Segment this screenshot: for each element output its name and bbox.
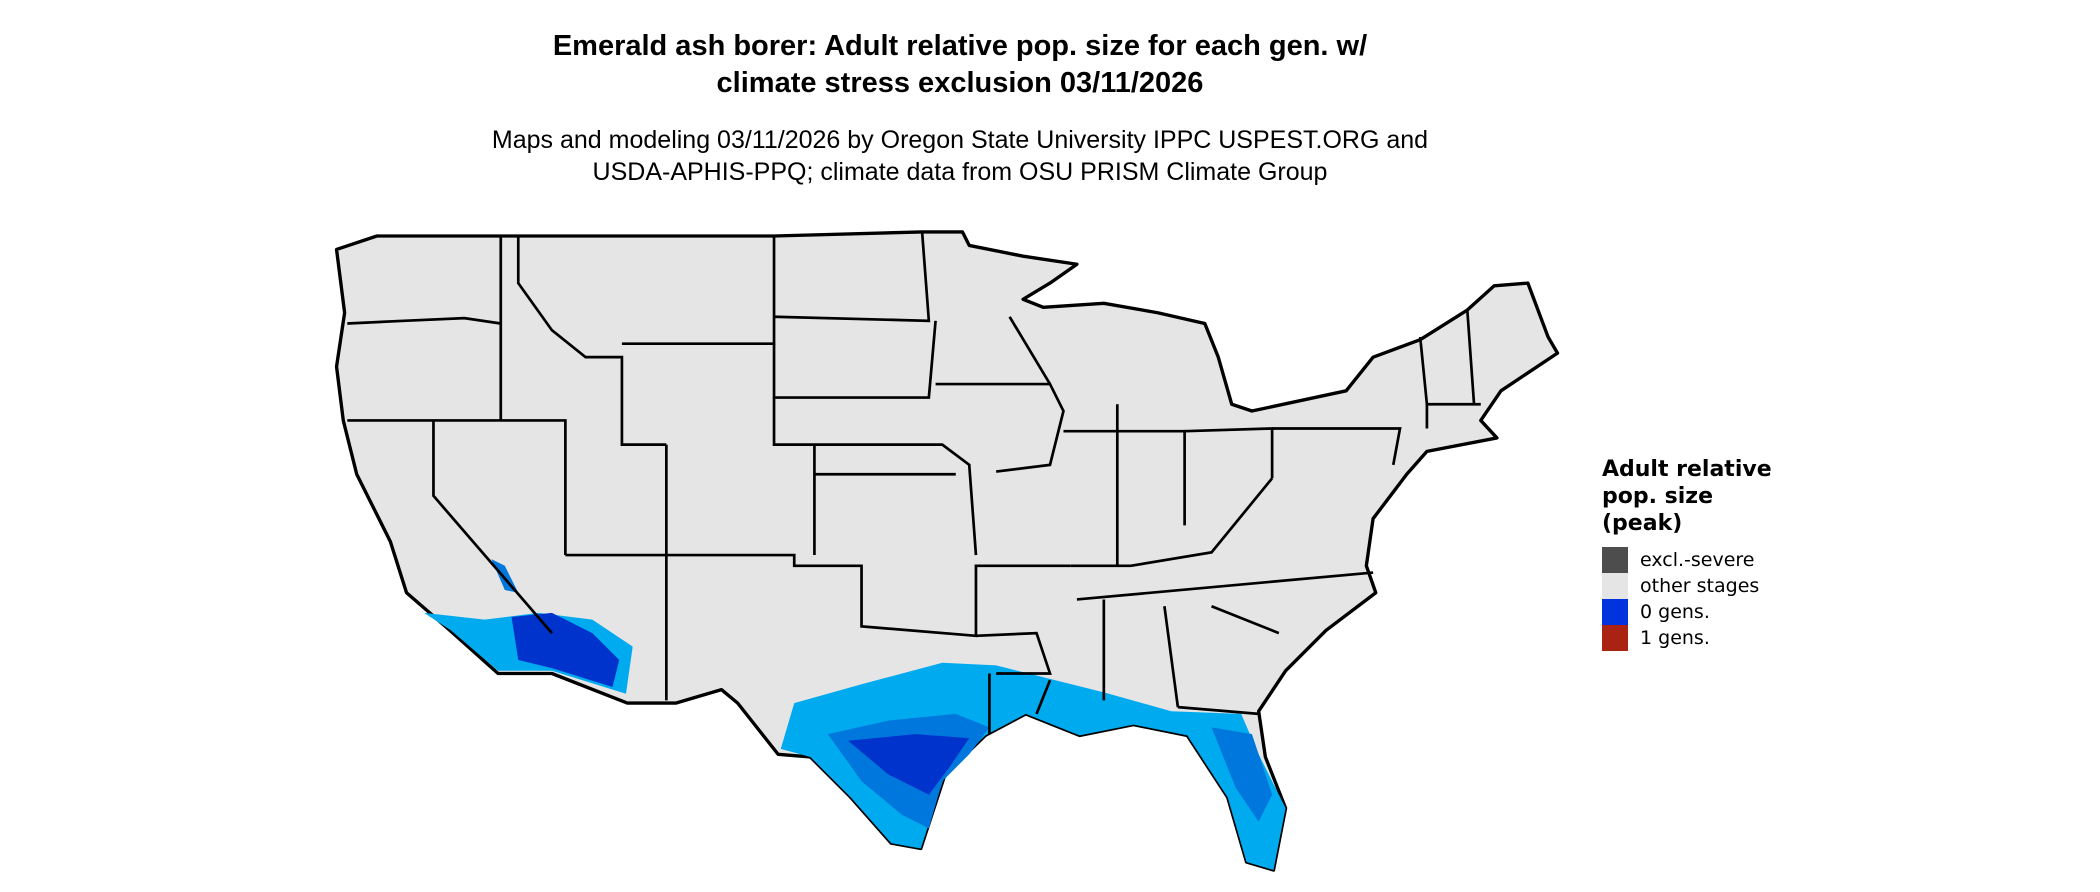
title-line-1: Emerald ash borer: Adult relative pop. s… — [552, 30, 1368, 62]
legend-swatch — [1602, 599, 1628, 625]
legend-item-excl-severe: excl.-severe — [1602, 547, 1802, 573]
state-borders — [347, 231, 1481, 735]
legend-title: Adult relative pop. size (peak) — [1602, 456, 1802, 537]
legend-label: other stages — [1640, 575, 1760, 597]
legend-title-line-1: Adult relative — [1602, 457, 1772, 482]
legend-label: 1 gens. — [1640, 627, 1710, 649]
conus-land — [334, 230, 1560, 872]
map-subtitle: Maps and modeling 03/11/2026 by Oregon S… — [0, 124, 1920, 188]
legend-swatch — [1602, 625, 1628, 651]
subtitle-line-2: USDA-APHIS-PPQ; climate data from OSU PR… — [592, 158, 1328, 186]
map-title: Emerald ash borer: Adult relative pop. s… — [0, 28, 1920, 102]
subtitle-line-1: Maps and modeling 03/11/2026 by Oregon S… — [491, 126, 1429, 154]
legend-swatch — [1602, 573, 1628, 599]
legend-title-line-2: pop. size — [1602, 484, 1713, 509]
legend-label: excl.-severe — [1640, 549, 1755, 571]
legend: Adult relative pop. size (peak) excl.-se… — [1602, 456, 1802, 651]
legend-item-0-gens: 0 gens. — [1602, 599, 1802, 625]
legend-item-other-stages: other stages — [1602, 573, 1802, 599]
legend-item-1-gens: 1 gens. — [1602, 625, 1802, 651]
legend-swatch — [1602, 547, 1628, 573]
title-line-2: climate stress exclusion 03/11/2026 — [716, 67, 1204, 99]
legend-label: 0 gens. — [1640, 601, 1710, 623]
zero-gens-region — [424, 559, 1286, 871]
legend-title-line-3: (peak) — [1602, 511, 1683, 536]
